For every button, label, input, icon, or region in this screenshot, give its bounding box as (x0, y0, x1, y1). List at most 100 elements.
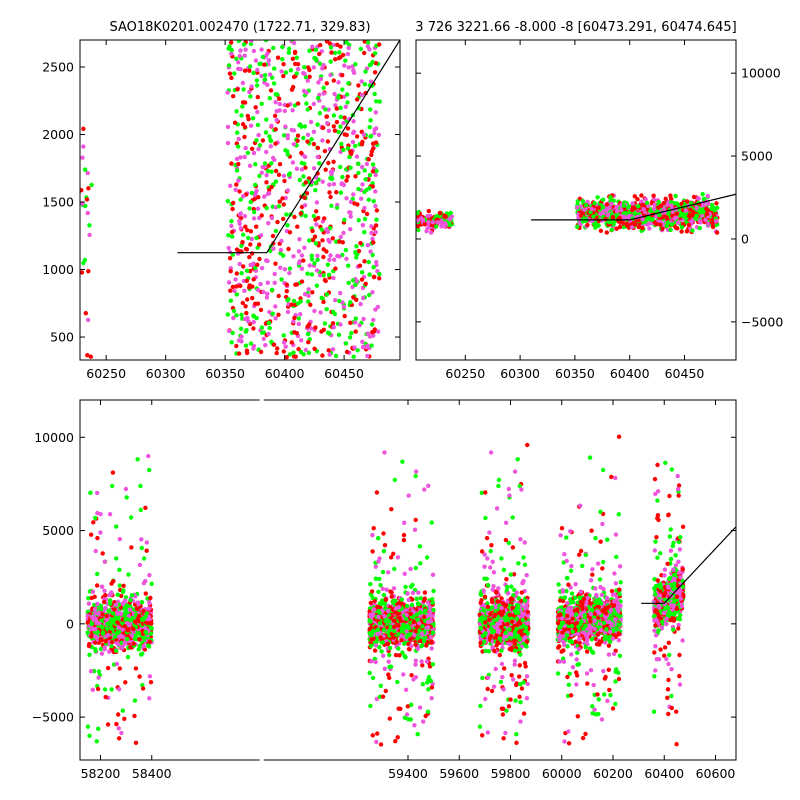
data-point (356, 248, 362, 254)
data-point (235, 130, 240, 135)
data-point (324, 81, 329, 86)
data-point (333, 353, 339, 359)
data-point (610, 215, 616, 220)
data-point (260, 330, 265, 335)
data-point (267, 96, 272, 101)
data-point (412, 723, 417, 728)
data-point (415, 732, 420, 737)
x-tick-label: 60250 (445, 366, 485, 381)
data-point (299, 253, 305, 258)
data-point (338, 164, 343, 170)
data-point (321, 299, 326, 305)
data-point (244, 310, 249, 316)
data-point (706, 201, 711, 206)
data-point (239, 334, 244, 339)
data-point (273, 316, 278, 321)
data-point (375, 627, 381, 632)
data-point (136, 600, 141, 606)
data-point (84, 197, 90, 202)
data-point (422, 596, 427, 601)
data-point (308, 302, 313, 307)
data-point (139, 600, 145, 605)
data-point (632, 211, 637, 216)
data-point (86, 601, 92, 606)
data-point (274, 117, 279, 123)
data-point (377, 276, 382, 281)
data-point (393, 652, 399, 658)
data-point (325, 262, 331, 267)
data-point (287, 352, 292, 357)
data-point (107, 598, 113, 603)
data-point (370, 290, 375, 295)
data-point (259, 325, 265, 330)
data-point (416, 602, 421, 607)
data-point (236, 136, 241, 142)
data-point (347, 335, 353, 340)
data-point (273, 179, 279, 184)
data-point (710, 221, 715, 226)
data-point (430, 630, 436, 635)
data-point (85, 353, 90, 358)
data-point (276, 204, 282, 209)
data-point (321, 247, 326, 252)
data-point (349, 330, 354, 336)
data-point (323, 107, 328, 112)
x-tick-label: 60350 (555, 366, 595, 381)
data-point (133, 740, 139, 745)
data-point (293, 282, 298, 287)
data-point (580, 198, 586, 204)
data-point (281, 61, 286, 67)
data-point (114, 616, 119, 622)
data-point (321, 254, 326, 260)
data-point (289, 302, 294, 307)
data-point (283, 124, 288, 129)
data-point (349, 149, 354, 155)
data-point (426, 483, 431, 488)
data-point (428, 605, 433, 610)
data-point (226, 233, 231, 238)
data-point (248, 199, 253, 205)
data-point (651, 193, 656, 198)
data-point (358, 301, 363, 307)
data-point (320, 238, 325, 243)
data-point (302, 154, 308, 159)
data-point (714, 219, 719, 224)
data-point (93, 611, 98, 616)
data-point (366, 197, 371, 202)
data-point (354, 255, 359, 260)
data-point (239, 243, 244, 248)
data-point (340, 73, 345, 78)
data-point (251, 48, 257, 54)
data-point (270, 75, 275, 80)
data-point (323, 278, 328, 284)
data-point (322, 148, 328, 154)
y-tick-label: 1500 (42, 195, 74, 210)
data-point (648, 208, 653, 214)
data-point (488, 565, 493, 570)
data-point (99, 651, 105, 656)
data-point (652, 202, 657, 208)
data-point (242, 100, 248, 105)
data-point (413, 517, 418, 523)
data-point (511, 572, 517, 577)
data-point (229, 223, 234, 229)
data-point (305, 139, 310, 144)
data-point (117, 666, 123, 671)
data-point (305, 132, 311, 137)
data-point (285, 149, 290, 154)
data-point (358, 240, 363, 246)
data-point (351, 119, 356, 124)
data-point (277, 96, 282, 102)
data-point (371, 317, 376, 323)
data-point (656, 199, 661, 205)
data-point (245, 228, 250, 233)
data-point (373, 189, 378, 194)
data-point (87, 223, 92, 228)
data-point (283, 70, 289, 75)
data-point (259, 213, 264, 218)
data-point (377, 576, 382, 582)
data-point (370, 330, 375, 335)
data-point (282, 178, 287, 184)
data-point (137, 637, 142, 642)
data-point (123, 595, 129, 600)
